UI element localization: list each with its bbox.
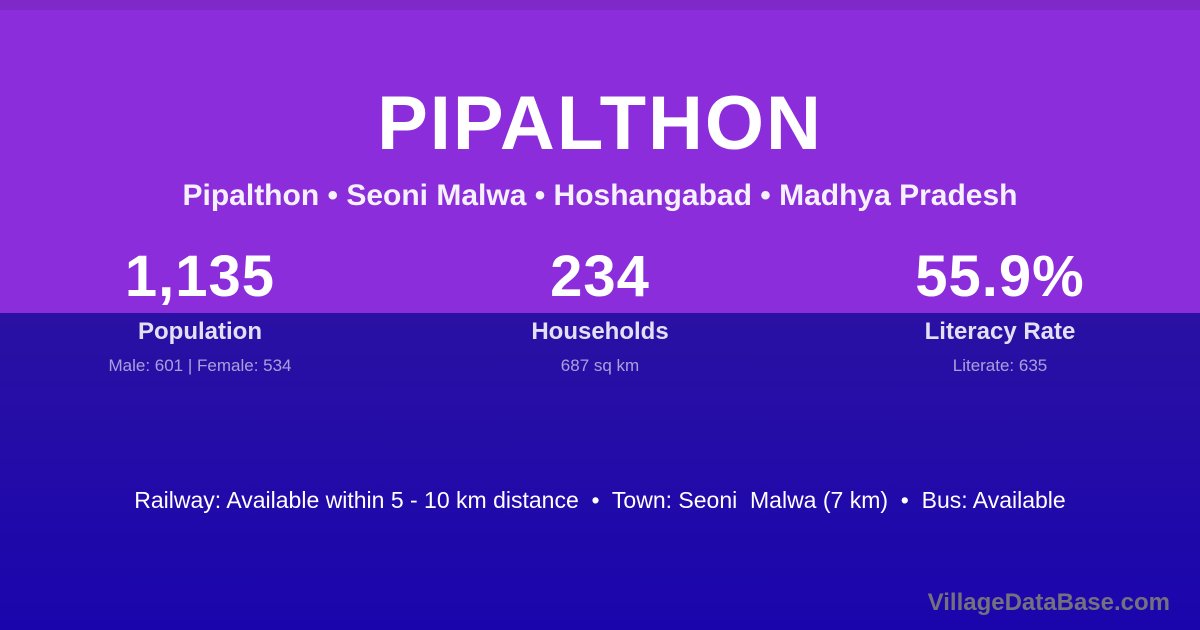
literacy-value: 55.9% <box>915 244 1085 309</box>
literacy-label: Literacy Rate <box>924 318 1076 345</box>
households-value: 234 <box>550 244 650 309</box>
village-title: PIPALTHON <box>377 81 823 166</box>
stats-row: 1,135 Population Male: 601 | Female: 534… <box>0 246 1200 376</box>
population-label: Population <box>138 318 262 345</box>
bottom-indigo-section <box>0 313 1200 630</box>
stat-population: 1,135 Population Male: 601 | Female: 534 <box>0 246 400 376</box>
population-detail: Male: 601 | Female: 534 <box>108 356 292 375</box>
header: PIPALTHON Pipalthon • Seoni Malwa • Hosh… <box>0 84 1200 214</box>
amenities-info-line: Railway: Available within 5 - 10 km dist… <box>134 487 1066 513</box>
literacy-detail: Literate: 635 <box>952 356 1048 375</box>
top-purple-section <box>0 0 1200 313</box>
stat-households: 234 Households 687 sq km <box>400 246 800 376</box>
stat-literacy: 55.9% Literacy Rate Literate: 635 <box>800 246 1200 376</box>
households-label: Households <box>531 318 669 345</box>
watermark-text: VillageDataBase.com <box>927 589 1170 616</box>
households-detail: 687 sq km <box>560 356 640 375</box>
location-breadcrumb: Pipalthon • Seoni Malwa • Hoshangabad • … <box>182 179 1018 212</box>
population-value: 1,135 <box>124 244 276 309</box>
top-edge-strip <box>0 0 1200 10</box>
